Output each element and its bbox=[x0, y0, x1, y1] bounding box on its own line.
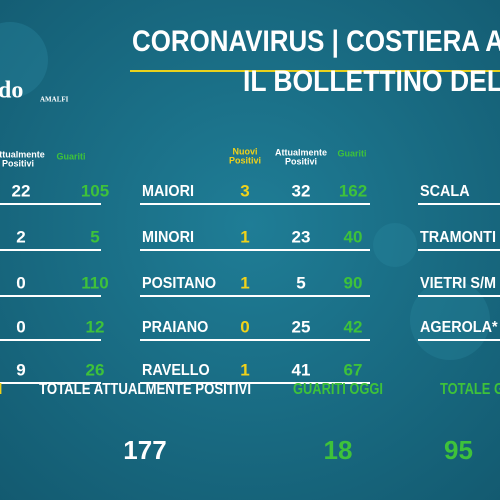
town-name: SCALA bbox=[420, 183, 470, 201]
town-name: AGEROLA* bbox=[420, 319, 498, 337]
logo: do bbox=[0, 78, 23, 104]
recovered-count: 90 bbox=[344, 273, 363, 292]
column-header: Attualmente bbox=[275, 147, 327, 157]
new-count: 3 bbox=[240, 181, 249, 200]
column-header: Guariti bbox=[56, 151, 85, 161]
active-count: 9 bbox=[16, 360, 25, 379]
title: CORONAVIRUS | COSTIERA A bbox=[132, 25, 500, 58]
new-count: 1 bbox=[240, 227, 249, 246]
recovered-count: 5 bbox=[90, 227, 99, 246]
new-count: 1 bbox=[240, 360, 249, 379]
active-count: 32 bbox=[292, 181, 311, 200]
active-count: 2 bbox=[16, 227, 25, 246]
active-count: 5 bbox=[296, 273, 305, 292]
new-count: 1 bbox=[240, 273, 249, 292]
summary-value: 95 bbox=[444, 435, 473, 465]
recovered-count: 26 bbox=[86, 360, 105, 379]
logo-subtext: AMALFI bbox=[40, 96, 69, 104]
active-count: 0 bbox=[16, 317, 25, 336]
town-name: MINORI bbox=[142, 229, 194, 247]
virus-decoration bbox=[0, 22, 48, 98]
recovered-count: 110 bbox=[81, 273, 108, 292]
column-header: ttualmente bbox=[0, 149, 45, 159]
column-header: Positivi bbox=[2, 158, 34, 168]
active-count: 0 bbox=[16, 273, 25, 292]
summary-value: 18 bbox=[324, 435, 353, 465]
active-count: 41 bbox=[292, 360, 311, 379]
title: IL BOLLETTINO DEL bbox=[243, 65, 500, 98]
summary-partial: I bbox=[0, 381, 2, 398]
town-name: MAIORI bbox=[142, 183, 194, 201]
town-name: TRAMONTI bbox=[420, 229, 496, 247]
column-header: Positivi bbox=[285, 156, 317, 166]
recovered-count: 105 bbox=[81, 181, 109, 200]
recovered-count: 67 bbox=[344, 360, 363, 379]
recovered-count: 42 bbox=[344, 317, 363, 336]
recovered-count: 40 bbox=[344, 227, 363, 246]
summary-value: 177 bbox=[123, 435, 166, 465]
town-name: PRAIANO bbox=[142, 319, 209, 337]
summary-label: TOTALE G bbox=[440, 381, 500, 398]
summary-label: GUARITI OGGI bbox=[293, 381, 383, 398]
column-header: Guariti bbox=[337, 148, 366, 158]
active-count: 25 bbox=[292, 317, 311, 336]
town-name: POSITANO bbox=[142, 275, 216, 293]
town-name: RAVELLO bbox=[142, 362, 210, 380]
summary-label: TOTALE ATTUALMENTE POSITIVI bbox=[39, 381, 251, 398]
new-count: 0 bbox=[240, 317, 249, 336]
active-count: 22 bbox=[12, 181, 31, 200]
active-count: 23 bbox=[292, 227, 311, 246]
recovered-count: 12 bbox=[86, 317, 105, 336]
recovered-count: 162 bbox=[339, 181, 367, 200]
column-header: Positivi bbox=[229, 155, 261, 165]
virus-decoration bbox=[373, 223, 417, 267]
town-name: VIETRI S/M bbox=[420, 275, 496, 293]
column-header: Nuovi bbox=[232, 146, 257, 156]
